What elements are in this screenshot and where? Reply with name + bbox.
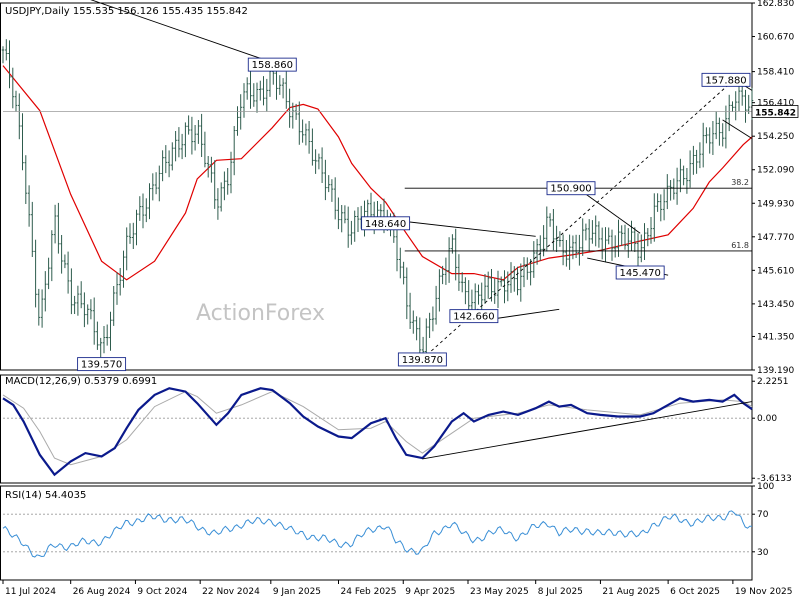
price-y-tick-label: 158.410	[757, 68, 794, 78]
x-tick-label: 11 Jul 2024	[5, 587, 56, 597]
fib-level-label: 38.2	[731, 178, 749, 187]
price-y-tick-label: 143.450	[757, 300, 794, 310]
swing-label: 145.470	[619, 268, 660, 279]
swing-label-box	[77, 357, 127, 372]
price-y-tick-label: 162.830	[757, 0, 794, 9]
swing-label: 139.570	[81, 360, 122, 371]
rsi-line	[2, 510, 752, 558]
price-y-tick-label: 149.930	[757, 199, 794, 209]
swing-label: 158.860	[252, 60, 293, 71]
rsi-panel-title: RSI(14) 54.4035	[5, 490, 86, 501]
swing-label-box	[361, 216, 411, 231]
macd-y-tick-label: 0.00	[757, 414, 777, 424]
macd-panel-frame	[0, 374, 753, 484]
x-tick-label: 26 Aug 2024	[73, 587, 131, 597]
swing-label-box	[546, 181, 596, 196]
price-y-tick-label: 139.190	[757, 366, 794, 376]
price-trendline	[385, 218, 536, 237]
swing-label: 150.900	[550, 184, 591, 195]
swing-label: 157.880	[705, 75, 746, 86]
price-y-tick-label: 141.350	[757, 332, 794, 342]
x-tick-label: 21 Aug 2025	[602, 587, 660, 597]
rsi-y-tick-label: 30	[757, 548, 769, 558]
x-tick-label: 24 Feb 2025	[341, 587, 397, 597]
macd-line	[2, 387, 753, 477]
price-trendline	[422, 79, 735, 360]
swing-label: 142.660	[453, 312, 494, 323]
price-y-tick-label: 156.410	[757, 99, 794, 109]
rsi-panel-frame	[0, 485, 753, 581]
swing-label: 148.640	[365, 219, 406, 230]
price-y-tick-label: 154.250	[757, 132, 794, 142]
x-tick-label: 9 Oct 2024	[137, 587, 187, 597]
x-tick-label: 22 Nov 2024	[202, 587, 260, 597]
x-tick-label: 19 Nov 2025	[735, 587, 793, 597]
x-tick-label: 9 Apr 2025	[405, 587, 455, 597]
rsi-y-tick-label: 70	[757, 510, 769, 520]
price-trendline	[722, 119, 753, 139]
swing-label-box	[247, 57, 297, 72]
rsi-y-tick-label: 100	[757, 482, 774, 492]
macd-panel-title: MACD(12,26,9) 0.5379 0.6991	[5, 376, 157, 387]
fib-level-label: 61.8	[731, 241, 749, 250]
x-tick-label: 8 Jul 2025	[538, 587, 583, 597]
swing-label-box	[615, 265, 665, 280]
price-y-tick-label: 145.610	[757, 266, 794, 276]
price-y-tick-label: 147.770	[757, 233, 794, 243]
macd-y-tick-label: 2.2251	[757, 377, 789, 387]
swing-label: 139.870	[402, 355, 443, 366]
price-y-tick-label: 160.670	[757, 33, 794, 43]
macd-trendline	[422, 401, 753, 460]
price-trendline	[90, 0, 273, 63]
price-y-tick-label: 152.090	[757, 166, 794, 176]
swing-label-box	[701, 72, 751, 87]
price-panel-title: USDJPY,Daily 155.535 156.126 155.435 155…	[5, 6, 248, 17]
macd-signal-line	[2, 391, 753, 466]
last-price-label: 155.842	[755, 108, 796, 118]
swing-label-box	[397, 352, 447, 367]
x-tick-label: 23 May 2025	[470, 587, 529, 597]
price-panel-frame	[0, 2, 753, 371]
watermark: ActionForex	[196, 301, 325, 326]
swing-label-box	[449, 309, 499, 324]
last-price-marker	[751, 105, 799, 118]
x-tick-label: 6 Oct 2025	[670, 587, 720, 597]
x-tick-label: 9 Jan 2025	[273, 587, 321, 597]
macd-y-tick-label: -3.6133	[757, 474, 792, 484]
